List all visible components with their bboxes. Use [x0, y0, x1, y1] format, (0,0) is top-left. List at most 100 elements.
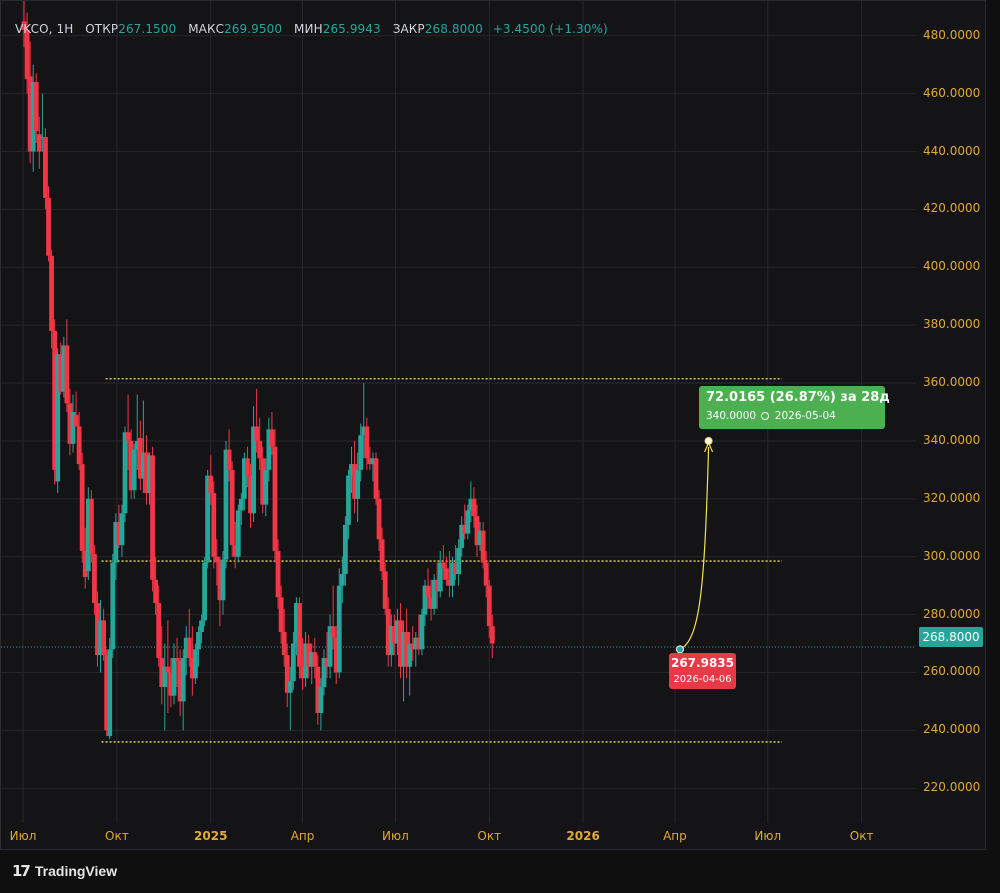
- candle-body: [315, 666, 321, 714]
- candle-body: [125, 432, 131, 441]
- clock-icon: [761, 412, 770, 420]
- candle: [177, 649, 183, 716]
- price-tick-label: 300.0000: [923, 548, 981, 563]
- candle: [165, 620, 171, 714]
- candle-body: [364, 426, 370, 459]
- candle-body: [202, 562, 207, 621]
- candle: [30, 64, 36, 172]
- chart-panel[interactable]: VKCO, 1H ОТКР267.1500 МАКС269.9500 МИН26…: [0, 0, 986, 850]
- candle: [428, 579, 434, 621]
- candle-body: [447, 579, 452, 586]
- candle: [379, 527, 385, 580]
- candle: [107, 637, 113, 740]
- candle: [193, 643, 198, 685]
- candle-body: [450, 562, 455, 586]
- candle-body: [349, 464, 354, 476]
- candle-body: [241, 458, 247, 499]
- candle-body: [217, 562, 223, 601]
- projection-target-date: 2026-05-04: [774, 410, 836, 422]
- candle: [303, 631, 308, 687]
- candle-body: [385, 608, 391, 656]
- candle-body: [171, 658, 177, 696]
- candle: [450, 556, 455, 598]
- candle: [223, 440, 229, 569]
- candle: [370, 452, 376, 482]
- candle: [52, 319, 58, 485]
- candle: [217, 556, 223, 627]
- candle-body: [410, 643, 416, 650]
- candle-body: [468, 498, 474, 511]
- legend-close-value: 268.8000: [424, 22, 483, 36]
- candle-body: [456, 548, 462, 575]
- candle-body: [266, 429, 272, 470]
- candle: [324, 631, 330, 679]
- candle-body: [254, 426, 260, 441]
- candle-body: [159, 658, 165, 687]
- candle-body: [346, 475, 351, 525]
- candle-body: [269, 429, 275, 447]
- candle: [202, 556, 207, 627]
- candle-body: [330, 626, 336, 638]
- candle: [376, 490, 382, 551]
- candle: [413, 631, 419, 667]
- price-tick-label: 280.0000: [923, 606, 981, 621]
- candle-body: [306, 643, 312, 667]
- candle: [416, 614, 422, 656]
- candle-body: [70, 412, 76, 444]
- candle-body: [245, 458, 250, 476]
- candle: [422, 579, 428, 627]
- candle-body: [128, 440, 134, 491]
- candle: [43, 128, 48, 210]
- candle: [64, 319, 70, 412]
- time-tick-label: Апр: [663, 829, 687, 843]
- candle: [321, 649, 327, 696]
- candle-body: [477, 530, 483, 546]
- candle-body: [189, 658, 195, 679]
- price-tick-label: 380.0000: [923, 317, 981, 332]
- candle: [189, 626, 195, 696]
- candle-body: [208, 475, 214, 494]
- candle-body: [116, 521, 122, 546]
- candle-body: [156, 603, 162, 659]
- candle-body: [300, 666, 305, 679]
- candle: [245, 446, 250, 488]
- last-price-tag: 268.8000: [919, 627, 983, 647]
- candle-body: [419, 614, 425, 650]
- price-tick-label: 400.0000: [923, 259, 981, 274]
- candle: [352, 440, 357, 514]
- candle-body: [486, 585, 492, 627]
- candle: [391, 614, 397, 656]
- legend-symbol[interactable]: VKCO, 1H: [15, 22, 74, 36]
- candle: [443, 556, 449, 586]
- candle-body: [183, 637, 189, 659]
- time-tick-label: 2026: [566, 829, 600, 843]
- price-tick-label: 420.0000: [923, 201, 981, 216]
- projection-label[interactable]: 72.0165 (26.87%) за 28д 340.0000 2026-05…: [699, 386, 890, 429]
- candle: [401, 620, 406, 702]
- candle-body: [174, 658, 180, 661]
- low-price-marker[interactable]: 267.9835 2026-04-06: [669, 653, 736, 689]
- candle-body: [21, 21, 27, 30]
- projection-path[interactable]: [676, 436, 714, 654]
- candle: [486, 579, 492, 638]
- candle: [39, 93, 45, 152]
- candle-body: [226, 449, 232, 470]
- candle: [150, 446, 155, 592]
- candle: [284, 643, 290, 708]
- candle-body: [336, 585, 342, 673]
- candle: [232, 521, 238, 569]
- candle-body: [379, 539, 385, 572]
- candle: [281, 608, 287, 667]
- candle-body: [324, 658, 330, 667]
- candle-body: [260, 458, 266, 505]
- price-chart[interactable]: [1, 1, 987, 851]
- candle-body: [287, 681, 293, 693]
- candle-body: [64, 345, 70, 404]
- candle: [229, 461, 235, 557]
- candle: [144, 435, 149, 505]
- candle-body: [437, 562, 443, 592]
- candle: [67, 388, 73, 456]
- tradingview-logo[interactable]: 17 TradingView: [12, 862, 117, 880]
- candle-body: [55, 354, 61, 482]
- candle-body: [395, 620, 400, 644]
